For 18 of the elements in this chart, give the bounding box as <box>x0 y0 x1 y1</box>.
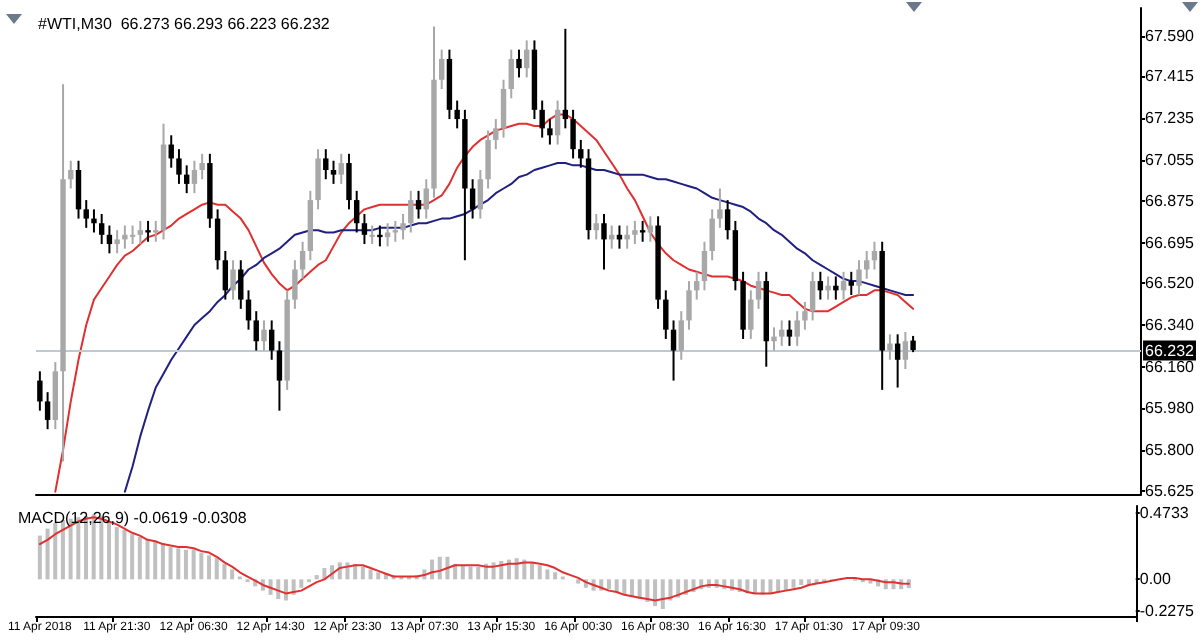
y-tick-label: 65.800 <box>1145 441 1196 460</box>
ref-line-label: 66.232 <box>1145 341 1196 360</box>
chart-title: MACD(12,26,9) -0.0619 -0.0308 <box>18 509 248 527</box>
y-tick-label: 65.980 <box>1145 399 1196 418</box>
y-tick-label: 66.695 <box>1145 233 1196 252</box>
y-tick-label: 0.4733 <box>1139 503 1190 522</box>
y-tick-label: 67.235 <box>1145 108 1196 127</box>
y-tick-label: 67.055 <box>1145 150 1196 169</box>
y-tick-label: 66.340 <box>1145 316 1196 335</box>
y-tick-label: -0.2275 <box>1139 602 1196 621</box>
chart-title: #WTI,M30 66.273 66.293 66.223 66.232 <box>38 15 331 33</box>
y-tick-label: 66.875 <box>1145 192 1196 211</box>
y-tick-label: 0.00 <box>1139 570 1172 589</box>
y-tick-label: 67.415 <box>1145 67 1196 86</box>
y-tick-label: 66.160 <box>1145 357 1196 376</box>
y-tick-label: 66.520 <box>1145 274 1196 293</box>
y-tick-label: 67.590 <box>1145 26 1196 45</box>
y-tick-label: 65.625 <box>1145 481 1196 500</box>
